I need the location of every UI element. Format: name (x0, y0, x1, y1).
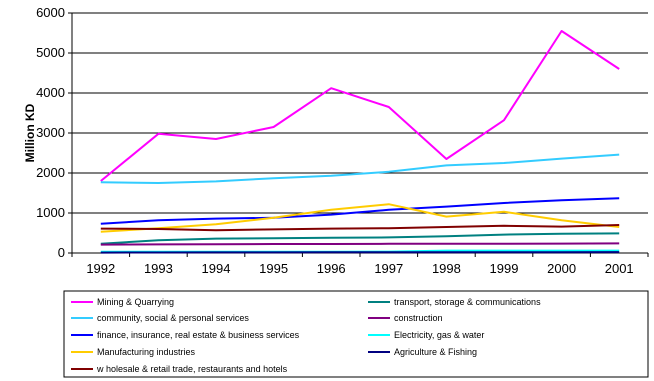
series-line (100, 242, 620, 246)
x-tick-label: 1992 (86, 261, 115, 276)
x-tick-label: 1996 (317, 261, 346, 276)
legend-label: Mining & Quarrying (97, 297, 174, 307)
legend: Mining & Quarrying transport, storage & c… (63, 290, 649, 378)
y-tick-label: 3000 (36, 125, 65, 140)
y-tick-label: 6000 (36, 5, 65, 20)
gridlines (72, 12, 648, 214)
x-tick-label: 1997 (374, 261, 403, 276)
x-tick-label: 1998 (432, 261, 461, 276)
x-tick-label: 1993 (144, 261, 173, 276)
y-tick-label: 4000 (36, 85, 65, 100)
y-axis-label: Million KD (23, 103, 37, 162)
series-lines (100, 30, 620, 254)
legend-label: community, social & personal services (97, 313, 249, 323)
series-line (100, 203, 620, 233)
x-tick-label: 1995 (259, 261, 288, 276)
x-tick-label: 2001 (605, 261, 634, 276)
y-tick-label: 5000 (36, 45, 65, 60)
x-tick-label: 1999 (490, 261, 519, 276)
series-line (100, 251, 620, 254)
series-line (100, 30, 620, 182)
y-axis-ticks: 0 1000 2000 3000 4000 5000 6000 (36, 5, 72, 260)
y-tick-label: 1000 (36, 205, 65, 220)
legend-label: transport, storage & communications (394, 297, 541, 307)
legend-label: construction (394, 313, 443, 323)
y-tick-label: 2000 (36, 165, 65, 180)
x-tick-label: 1994 (202, 261, 231, 276)
legend-label: finance, insurance, real estate & busine… (97, 330, 300, 340)
y-tick-label: 0 (58, 245, 65, 260)
legend-label: Electricity, gas & water (394, 330, 484, 340)
series-line (100, 197, 620, 225)
legend-label: Manufacturing industries (97, 347, 196, 357)
x-tick-label: 2000 (547, 261, 576, 276)
series-line (100, 232, 620, 245)
x-axis-ticks: 1992 1993 1994 1995 1996 1997 1998 1999 2000 2001 (71, 253, 649, 276)
legend-label: w holesale & retail trade, restaurants a… (96, 364, 288, 374)
legend-label: Agriculture & Fishing (394, 347, 477, 357)
series-line (100, 224, 620, 232)
legend-box (63, 290, 649, 378)
series-line (100, 153, 620, 184)
